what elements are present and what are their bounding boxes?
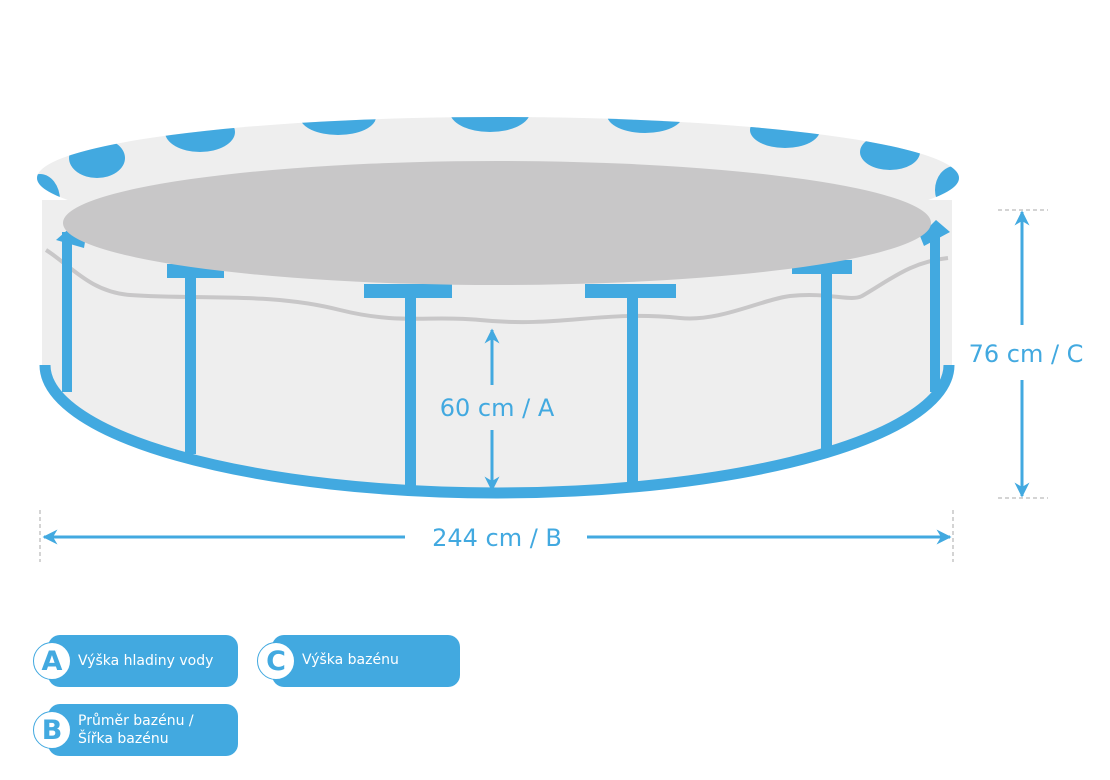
legend-a-text: Výška hladiny vody	[78, 653, 214, 669]
legend-c-badge: C	[257, 642, 295, 680]
legend-b-text-line2: Šířka bazénu	[78, 731, 169, 747]
legend-item-b: Průměr bazénu / Šířka bazénu	[48, 704, 238, 756]
legend-item-c: Výška bazénu	[272, 635, 460, 687]
water-line	[44, 248, 949, 325]
legend-a-badge: A	[33, 642, 71, 680]
pool-bottom-band	[39, 364, 955, 499]
legend-b-text-line1: Průměr bazénu /	[78, 713, 194, 729]
legend-c-text: Výška bazénu	[302, 652, 399, 668]
dimension-b-label: 244 cm / B	[432, 524, 562, 552]
dimension-a-label: 60 cm / A	[440, 394, 555, 422]
legend-b-badge: B	[33, 711, 71, 749]
pool-legs	[56, 220, 950, 488]
water-surface	[63, 161, 931, 285]
dimension-c-label: 76 cm / C	[969, 340, 1084, 368]
legend-item-a: Výška hladiny vody	[48, 635, 238, 687]
